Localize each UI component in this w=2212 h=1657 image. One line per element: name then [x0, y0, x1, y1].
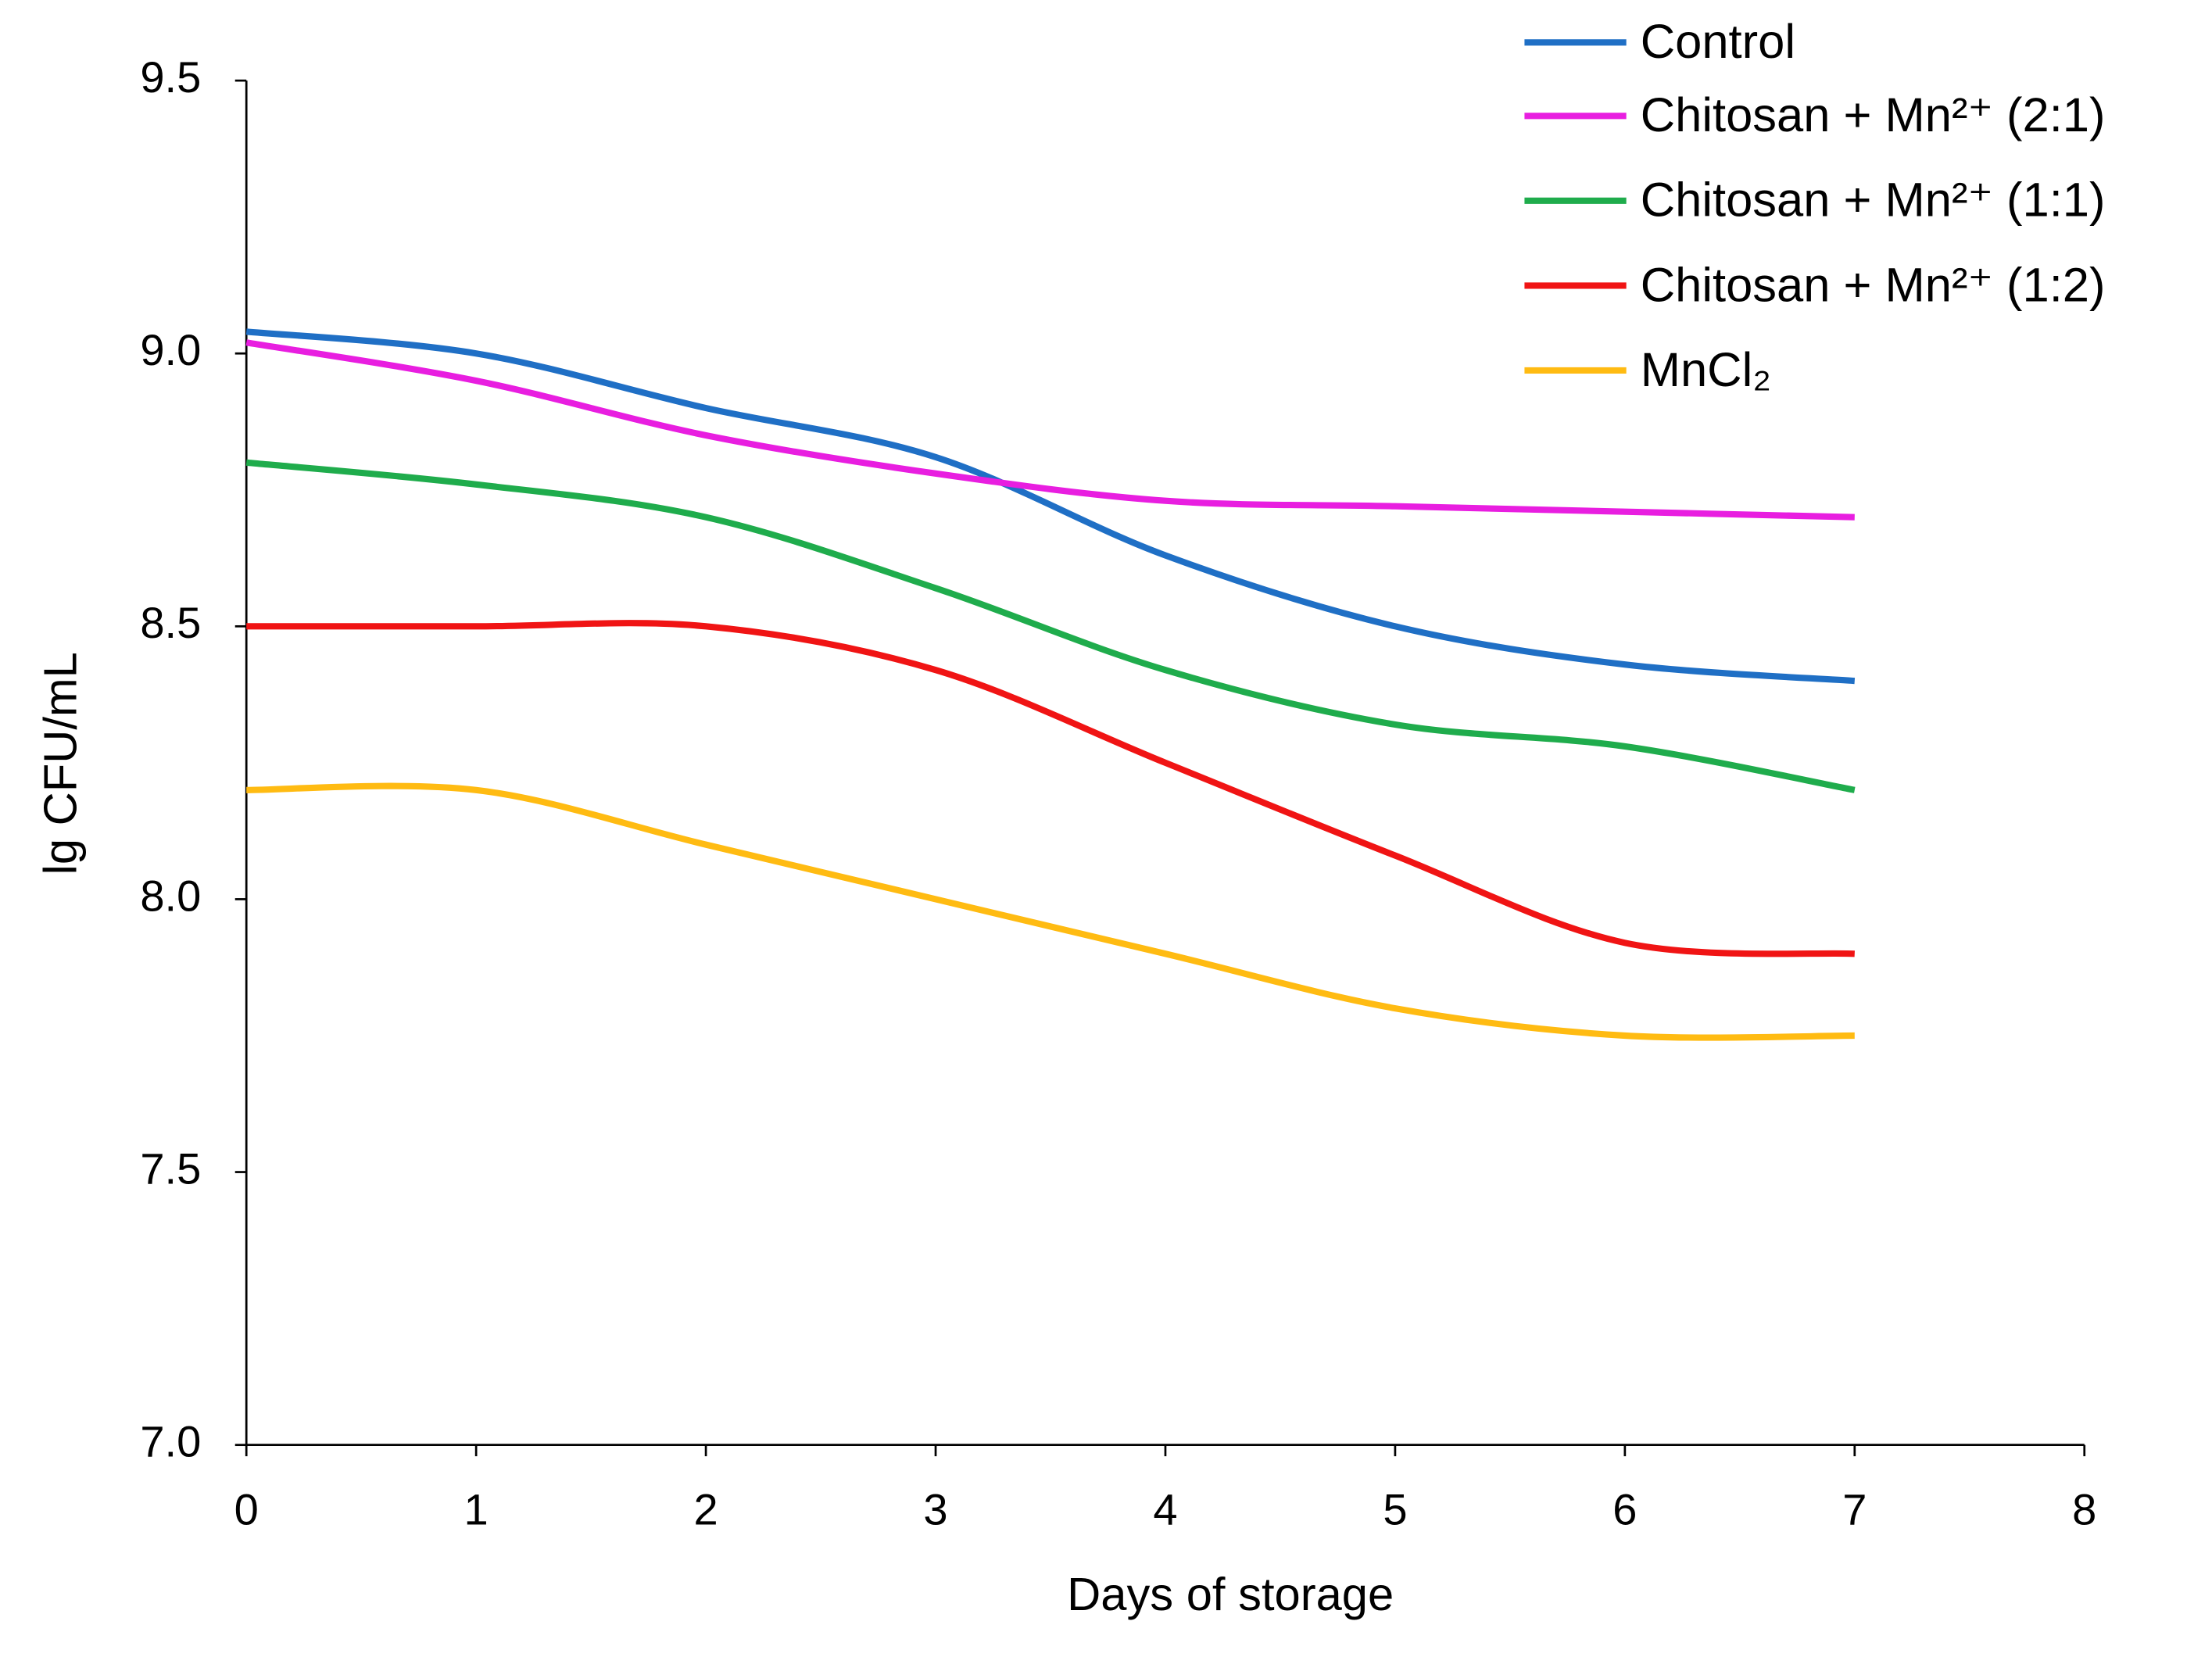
y-tick-label: 7.5	[140, 1143, 201, 1193]
series-line	[246, 782, 1855, 1041]
y-tick-label: 9.5	[140, 52, 201, 102]
x-tick-label: 8	[2072, 1484, 2096, 1534]
legend-label: Chitosan + Mn²⁺ (1:2)	[1641, 258, 2106, 312]
x-tick-label: 0	[234, 1484, 259, 1534]
y-tick-label: 9.0	[140, 325, 201, 374]
legend-label: Chitosan + Mn²⁺ (2:1)	[1641, 88, 2106, 142]
y-axis-title: lg CFU/mL	[34, 652, 87, 875]
x-tick-label: 6	[1612, 1484, 1637, 1534]
x-tick-label: 5	[1383, 1484, 1407, 1534]
x-tick-label: 1	[464, 1484, 489, 1534]
y-tick-label: 8.5	[140, 598, 201, 647]
legend-label: MnCl₂	[1641, 343, 1771, 397]
x-tick-label: 2	[693, 1484, 718, 1534]
x-tick-label: 7	[1842, 1484, 1867, 1534]
y-tick-label: 8.0	[140, 871, 201, 920]
series-line	[245, 328, 1856, 685]
series-line	[245, 459, 1856, 793]
legend-label: Control	[1641, 15, 1795, 69]
x-tick-label: 3	[923, 1484, 947, 1534]
x-tick-label: 4	[1153, 1484, 1177, 1534]
x-axis-title: Days of storage	[1067, 1568, 1394, 1620]
y-tick-label: 7.0	[140, 1416, 201, 1466]
series-line	[246, 620, 1855, 957]
legend-label: Chitosan + Mn²⁺ (1:1)	[1641, 174, 2106, 227]
series-line	[245, 339, 1855, 521]
